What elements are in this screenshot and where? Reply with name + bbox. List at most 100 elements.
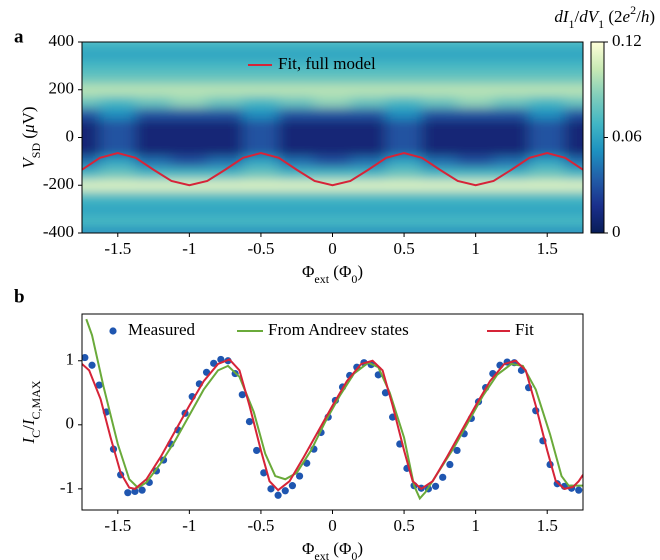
heatmap-cell	[564, 214, 583, 228]
heatmap-cell	[421, 119, 459, 133]
heatmap-cell	[564, 131, 583, 144]
heatmap-cell	[206, 190, 244, 204]
heatmap-cell	[528, 107, 566, 121]
heatmap-cell	[528, 190, 566, 204]
legend-marker	[109, 327, 117, 335]
heatmap-cell	[170, 214, 208, 228]
x-tick-label: 1.5	[537, 239, 558, 258]
heatmap-cell	[99, 178, 137, 192]
heatmap-cell	[170, 131, 208, 144]
label-part: e	[623, 7, 631, 26]
axes-frame	[81, 313, 584, 511]
x-tick-label: -1.5	[104, 239, 131, 258]
label-part: h	[641, 7, 650, 26]
heatmap-cell	[493, 47, 530, 61]
heatmap-cell	[314, 214, 351, 228]
heatmap-cell	[135, 131, 172, 144]
data-point	[88, 361, 96, 369]
heatmap-cell	[564, 154, 583, 168]
series-line	[82, 358, 583, 492]
data-point	[453, 446, 461, 455]
heatmap-cell	[564, 59, 583, 73]
heatmap-cell	[385, 47, 423, 61]
heatmap-cell	[99, 166, 137, 180]
heatmap-cell	[99, 154, 137, 168]
x-tick-label: -1	[182, 516, 196, 535]
label-part: 0	[351, 272, 357, 286]
heatmap-cell	[493, 226, 530, 233]
heatmap-cell	[242, 178, 280, 192]
heatmap-cell	[170, 42, 208, 49]
heatmap-cell	[135, 107, 172, 121]
heatmap-cell	[349, 190, 387, 204]
heatmap-cell	[528, 83, 566, 97]
heatmap-cell	[349, 47, 387, 61]
heatmap-cell	[82, 95, 101, 109]
heatmap-cell	[349, 83, 387, 97]
heatmap-cell	[314, 47, 351, 61]
label-part: )	[649, 7, 655, 26]
heatmap-cell	[82, 202, 101, 216]
data-point	[131, 487, 139, 496]
data-point	[138, 486, 146, 494]
heatmap-cell	[385, 131, 423, 144]
heatmap-cell	[421, 131, 459, 144]
label-part: 1	[569, 17, 575, 31]
heatmap-cell	[457, 71, 495, 85]
heatmap-cell	[242, 119, 280, 133]
heatmap-cell	[242, 71, 280, 85]
heatmap-cell	[170, 95, 208, 109]
heatmap-cell	[99, 226, 137, 233]
heatmap-cell	[385, 107, 423, 121]
heatmap-cell	[278, 131, 316, 144]
heatmap-cell	[82, 107, 101, 121]
heatmap-cell	[421, 214, 459, 228]
heatmap-cell	[457, 83, 495, 97]
heatmap-cell	[528, 214, 566, 228]
heatmap-cell	[385, 71, 423, 85]
y-tick-label: 0	[66, 126, 75, 145]
heatmap-cell	[564, 42, 583, 49]
heatmap-cell	[457, 47, 495, 61]
heatmap-cell	[493, 83, 530, 97]
data-point	[124, 489, 132, 497]
heatmap-cell	[314, 190, 351, 204]
label-part: (Φ	[329, 262, 351, 281]
x-tick-label: 0.5	[393, 516, 414, 535]
heatmap-cell	[242, 95, 280, 109]
heatmap-cell	[278, 214, 316, 228]
heatmap-cell	[99, 42, 137, 49]
heatmap-cell	[135, 119, 172, 133]
heatmap-cell	[99, 95, 137, 109]
label-part: V	[19, 156, 38, 169]
heatmap-cell	[278, 59, 316, 73]
heatmap-cell	[99, 142, 137, 156]
label-part: (2	[604, 7, 622, 26]
heatmap-cell	[385, 59, 423, 73]
heatmap-cell	[170, 166, 208, 180]
heatmap-cell	[99, 107, 137, 121]
x-tick-label: -1	[182, 239, 196, 258]
heatmap-cell	[82, 131, 101, 144]
label-part: C,MAX	[29, 380, 43, 419]
heatmap-cell	[206, 95, 244, 109]
heatmap-cell	[528, 42, 566, 49]
heatmap-cell	[457, 107, 495, 121]
heatmap-cell	[493, 131, 530, 144]
heatmap-cell	[170, 59, 208, 73]
heatmap-cell	[314, 71, 351, 85]
heatmap-cell	[206, 226, 244, 233]
data-point	[439, 473, 447, 481]
label-part: ext	[314, 549, 329, 560]
colorbar-tick-label: 0.12	[612, 31, 642, 50]
heatmap-cell	[242, 47, 280, 61]
heatmap-cell	[349, 226, 387, 233]
label-part: Φ	[302, 262, 314, 281]
heatmap-cell	[314, 166, 351, 180]
heatmap-cell	[82, 83, 101, 97]
heatmap-cell	[242, 166, 280, 180]
data-point	[95, 381, 103, 389]
heatmap-cell	[493, 214, 530, 228]
label-part: )	[357, 539, 363, 558]
heatmap-cell	[242, 226, 280, 233]
